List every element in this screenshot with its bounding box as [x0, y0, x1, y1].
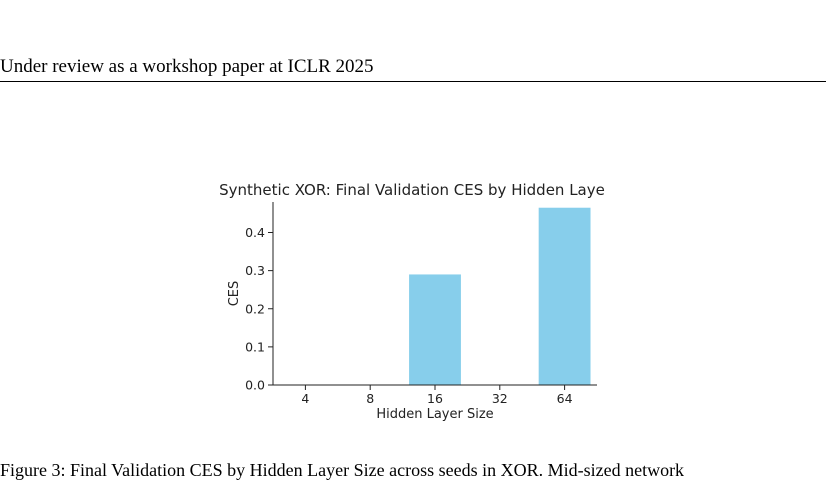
- x-tick-label: 16: [427, 391, 443, 406]
- x-tick-label: 64: [557, 391, 573, 406]
- x-tick-label: 32: [492, 391, 508, 406]
- y-tick-label: 0.1: [245, 339, 265, 354]
- y-axis-label: CES: [227, 281, 242, 307]
- bar-64: [538, 207, 591, 385]
- chart-title: Synthetic XOR: Final Validation CES by H…: [219, 181, 605, 199]
- y-tick-label: 0.4: [245, 225, 265, 240]
- y-tick-label: 0.0: [245, 378, 265, 393]
- x-tick-label: 8: [366, 391, 374, 406]
- figure: Synthetic XOR: Final Validation CES by H…: [205, 176, 625, 426]
- y-tick-label: 0.2: [245, 301, 265, 316]
- figure-caption: Figure 3: Final Validation CES by Hidden…: [0, 460, 685, 480]
- x-tick-label: 4: [301, 391, 309, 406]
- y-tick-label: 0.3: [245, 263, 265, 278]
- running-header: Under review as a workshop paper at ICLR…: [0, 56, 374, 77]
- header-rule: [0, 81, 826, 82]
- bar-16: [409, 274, 461, 385]
- bar-chart: Synthetic XOR: Final Validation CES by H…: [219, 181, 605, 422]
- x-axis-label: Hidden Layer Size: [376, 407, 493, 422]
